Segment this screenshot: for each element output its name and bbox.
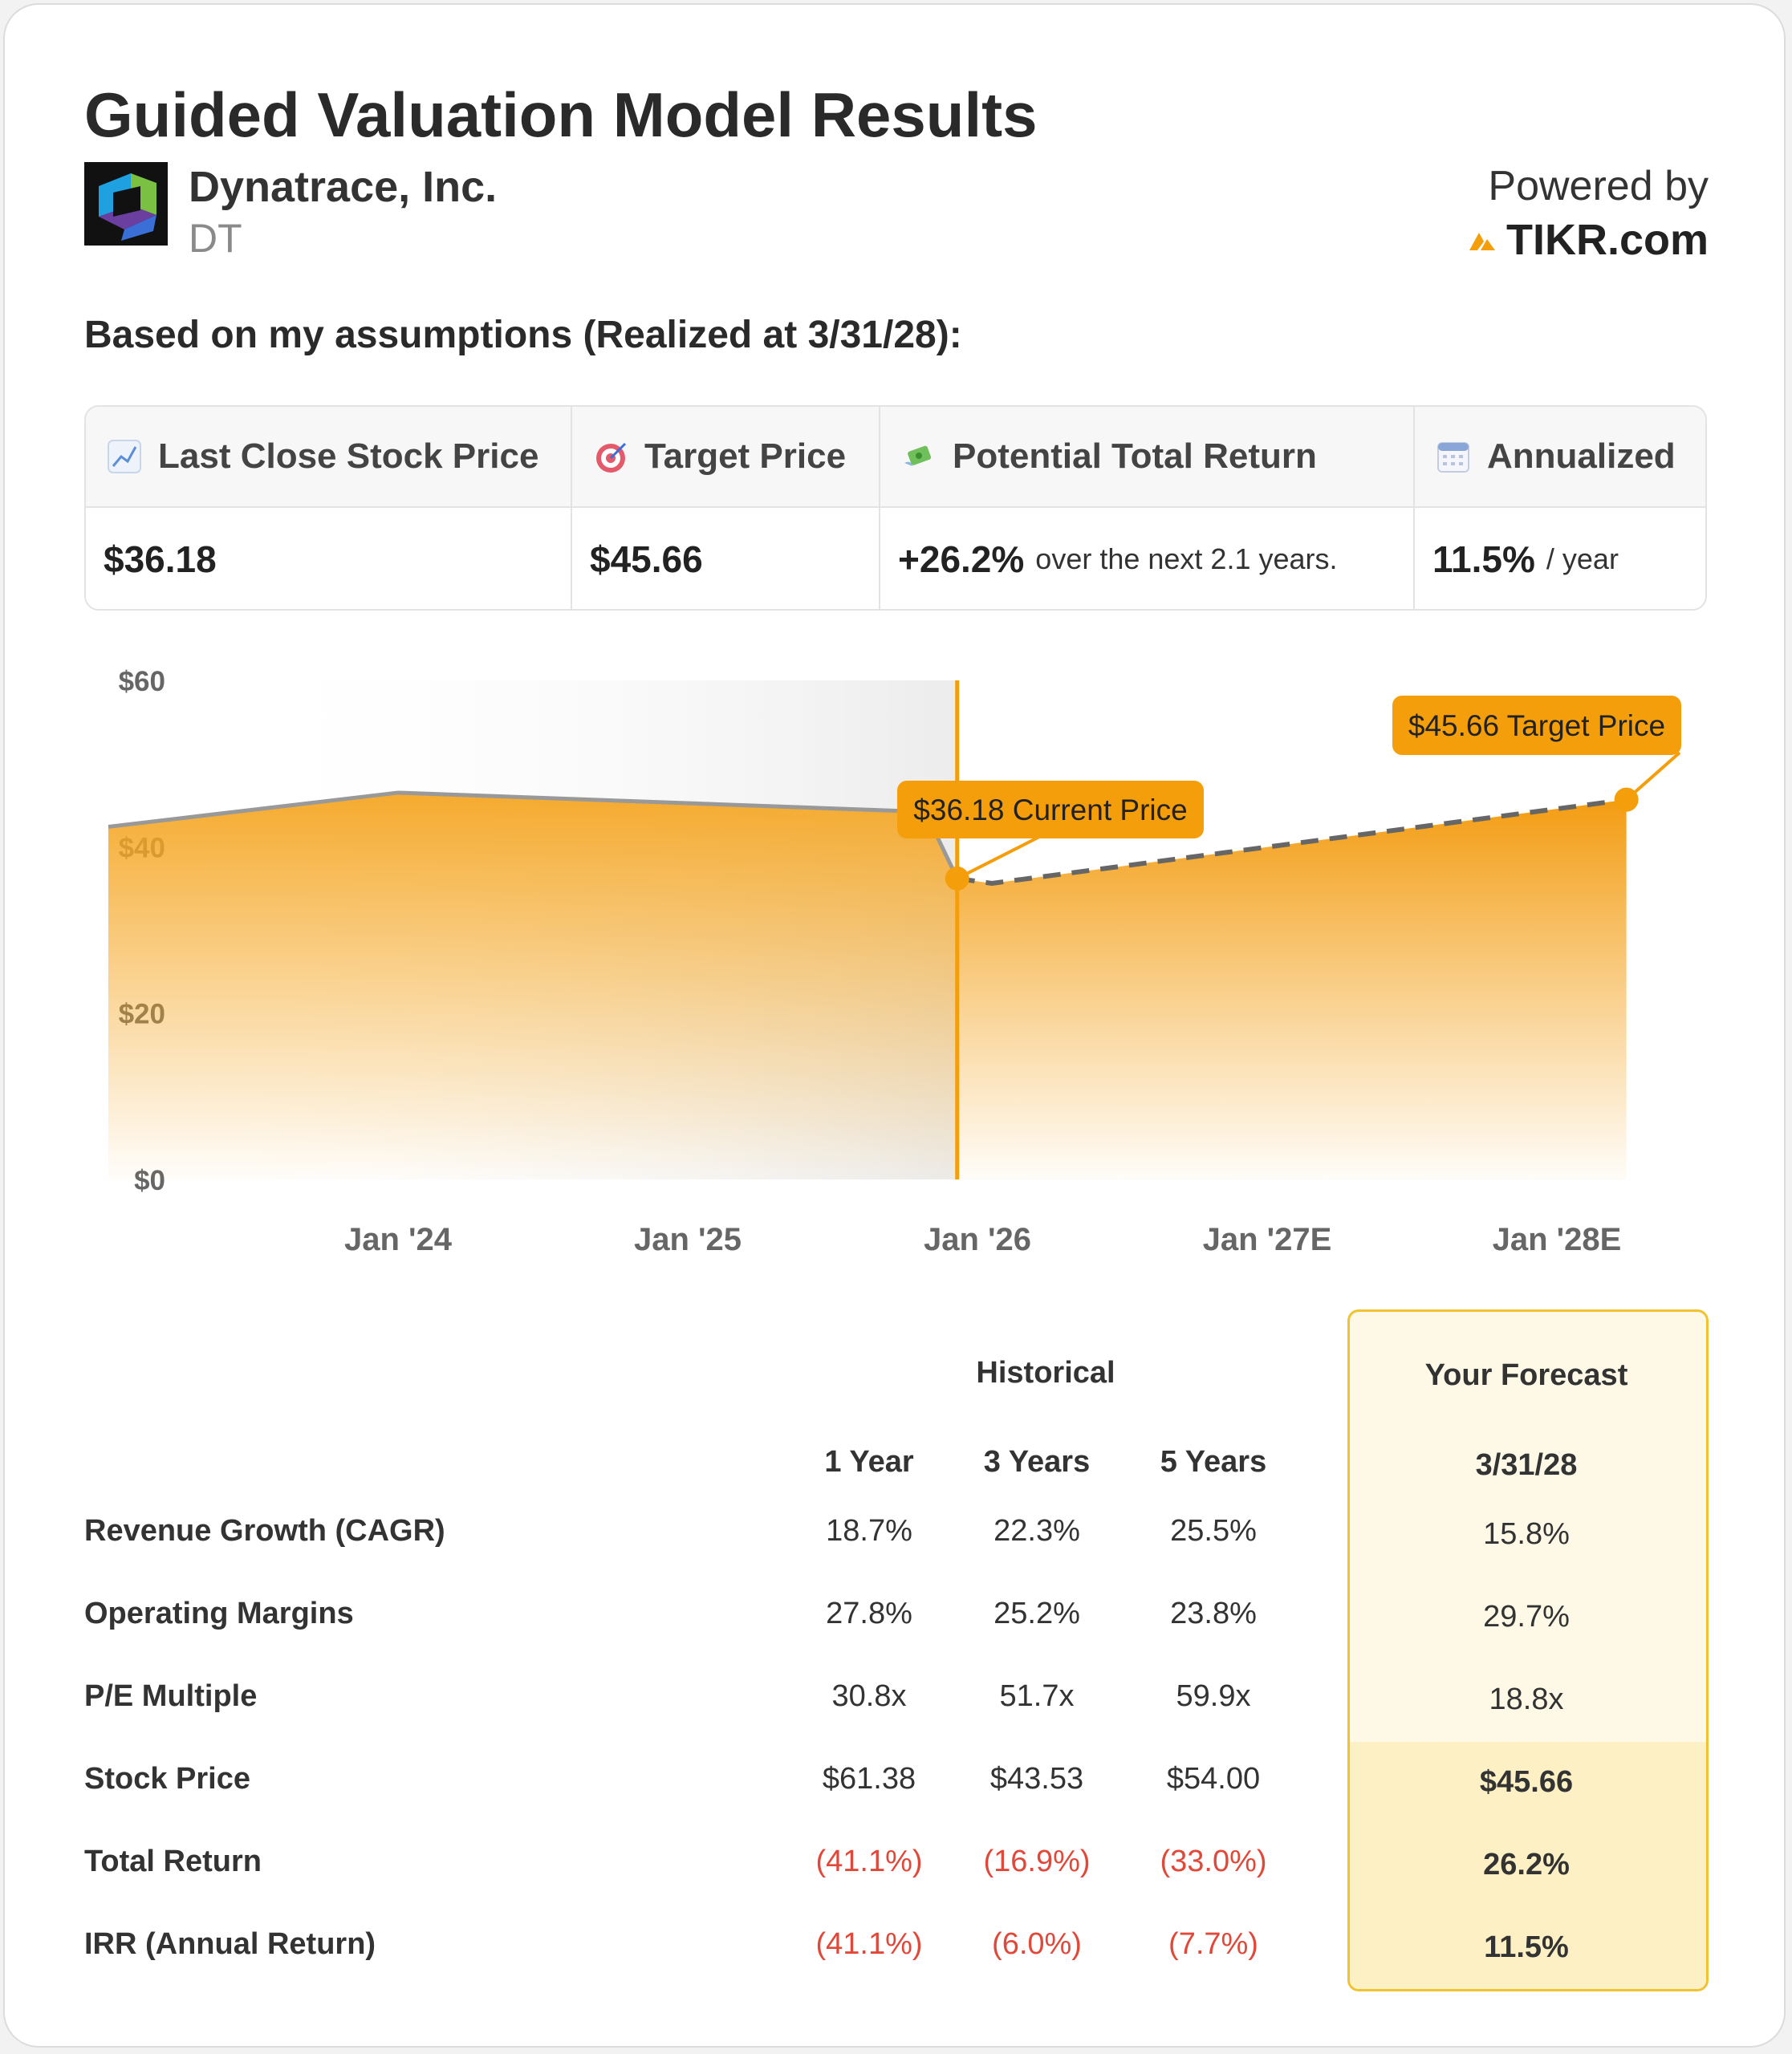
last-close-value: $36.18 xyxy=(104,538,217,580)
table-cell: $61.38 xyxy=(822,1762,916,1796)
annualized-label: Annualized xyxy=(1487,436,1676,476)
summary-table: Last Close Stock Price $36.18 Target Pri… xyxy=(84,405,1707,611)
last-close-label: Last Close Stock Price xyxy=(158,436,539,476)
total-return-suffix: over the next 2.1 years. xyxy=(1035,542,1338,575)
assumptions-heading: Based on my assumptions (Realized at 3/3… xyxy=(84,314,962,356)
company-logo xyxy=(84,162,168,246)
forecast-highlight xyxy=(1350,1742,1706,1989)
column-header: 3/31/28 xyxy=(1475,1448,1578,1482)
row-label: P/E Multiple xyxy=(84,1679,258,1713)
target-price-callout-text: $45.66 Target Price xyxy=(1408,709,1665,742)
powered-by-label: Powered by xyxy=(1488,163,1709,209)
current-callout-stem xyxy=(956,834,1042,880)
company-name: Dynatrace, Inc. xyxy=(189,163,498,211)
current-price-callout-text: $36.18 Current Price xyxy=(913,794,1187,826)
x-tick-label: Jan '25 xyxy=(634,1222,742,1257)
target-label: Target Price xyxy=(644,436,847,476)
forecast-column-box xyxy=(1347,1309,1709,1991)
tikr-brand-text: TIKR.com xyxy=(1506,216,1709,264)
table-cell: 18.7% xyxy=(826,1514,912,1548)
calendar-icon xyxy=(1437,442,1469,473)
historical-area xyxy=(108,792,957,1179)
row-label: IRR (Annual Return) xyxy=(84,1927,376,1961)
table-cell: (6.0%) xyxy=(992,1927,1082,1961)
summary-col-total-return: Potential Total Return +26.2% over the n… xyxy=(880,407,1415,609)
row-label: Operating Margins xyxy=(84,1597,354,1630)
table-cell: 15.8% xyxy=(1483,1517,1570,1551)
page-title: Guided Valuation Model Results xyxy=(84,79,1038,150)
annualized-value: 11.5% xyxy=(1432,538,1535,580)
table-cell: (41.1%) xyxy=(815,1845,923,1878)
table-cell: 27.8% xyxy=(826,1597,912,1630)
target-icon xyxy=(596,442,627,473)
table-cell: (33.0%) xyxy=(1160,1845,1267,1878)
total-return-label: Potential Total Return xyxy=(953,436,1317,476)
summary-col-annualized: Annualized 11.5% / year xyxy=(1415,407,1705,609)
row-label: Stock Price xyxy=(84,1762,250,1796)
table-cell: 51.7x xyxy=(999,1679,1075,1713)
historical-line xyxy=(108,790,959,880)
x-tick-label: Jan '24 xyxy=(344,1222,453,1257)
table-cell: 11.5% xyxy=(1484,1930,1569,1964)
table-cell: 26.2% xyxy=(1483,1848,1570,1881)
table-cell: 29.7% xyxy=(1483,1600,1570,1634)
table-cell: 30.8x xyxy=(831,1679,907,1713)
chart-increasing-icon xyxy=(108,440,141,473)
table-cell: (41.1%) xyxy=(815,1927,923,1961)
table-cell: $43.53 xyxy=(989,1762,1084,1796)
y-tick-label: $60 xyxy=(119,666,165,697)
column-header: 5 Years xyxy=(1160,1445,1267,1479)
table-cell: 59.9x xyxy=(1176,1679,1251,1713)
money-wings-icon xyxy=(904,445,932,466)
table-cell: 23.8% xyxy=(1170,1597,1257,1630)
forecast-header: Your Forecast xyxy=(1424,1358,1628,1392)
row-label: Revenue Growth (CAGR) xyxy=(84,1514,445,1548)
target-price-callout-box xyxy=(1392,696,1681,755)
x-tick-label: Jan '26 xyxy=(924,1222,1031,1257)
table-cell: 22.3% xyxy=(994,1514,1080,1548)
tikr-brand[interactable]: TIKR.com xyxy=(1468,215,1709,265)
column-header: 1 Year xyxy=(824,1445,914,1479)
target-callout-stem xyxy=(1625,751,1681,802)
table-cell: $54.00 xyxy=(1166,1762,1261,1796)
column-header: 3 Years xyxy=(983,1445,1091,1479)
tikr-logo-icon xyxy=(1469,233,1495,250)
table-cell: 18.8x xyxy=(1489,1683,1564,1716)
row-label: Total Return xyxy=(84,1845,262,1878)
total-return-value: +26.2% xyxy=(898,538,1025,580)
table-cell: 25.5% xyxy=(1170,1514,1257,1548)
summary-col-last-close: Last Close Stock Price $36.18 xyxy=(86,407,572,609)
table-cell: 25.2% xyxy=(994,1597,1080,1630)
current-price-callout-box xyxy=(897,781,1204,838)
table-cell: (16.9%) xyxy=(983,1845,1091,1878)
historical-header: Historical xyxy=(976,1356,1115,1390)
table-cell: $45.66 xyxy=(1479,1765,1574,1799)
x-tick-label: Jan '27E xyxy=(1203,1222,1332,1257)
forecast-area xyxy=(957,799,1627,1179)
table-cell: (7.7%) xyxy=(1168,1927,1258,1961)
annualized-suffix: / year xyxy=(1546,542,1619,575)
company-ticker: DT xyxy=(189,216,242,261)
target-value: $45.66 xyxy=(590,538,703,580)
summary-col-target: Target Price $45.66 xyxy=(572,407,880,609)
x-tick-label: Jan '28E xyxy=(1493,1222,1622,1257)
